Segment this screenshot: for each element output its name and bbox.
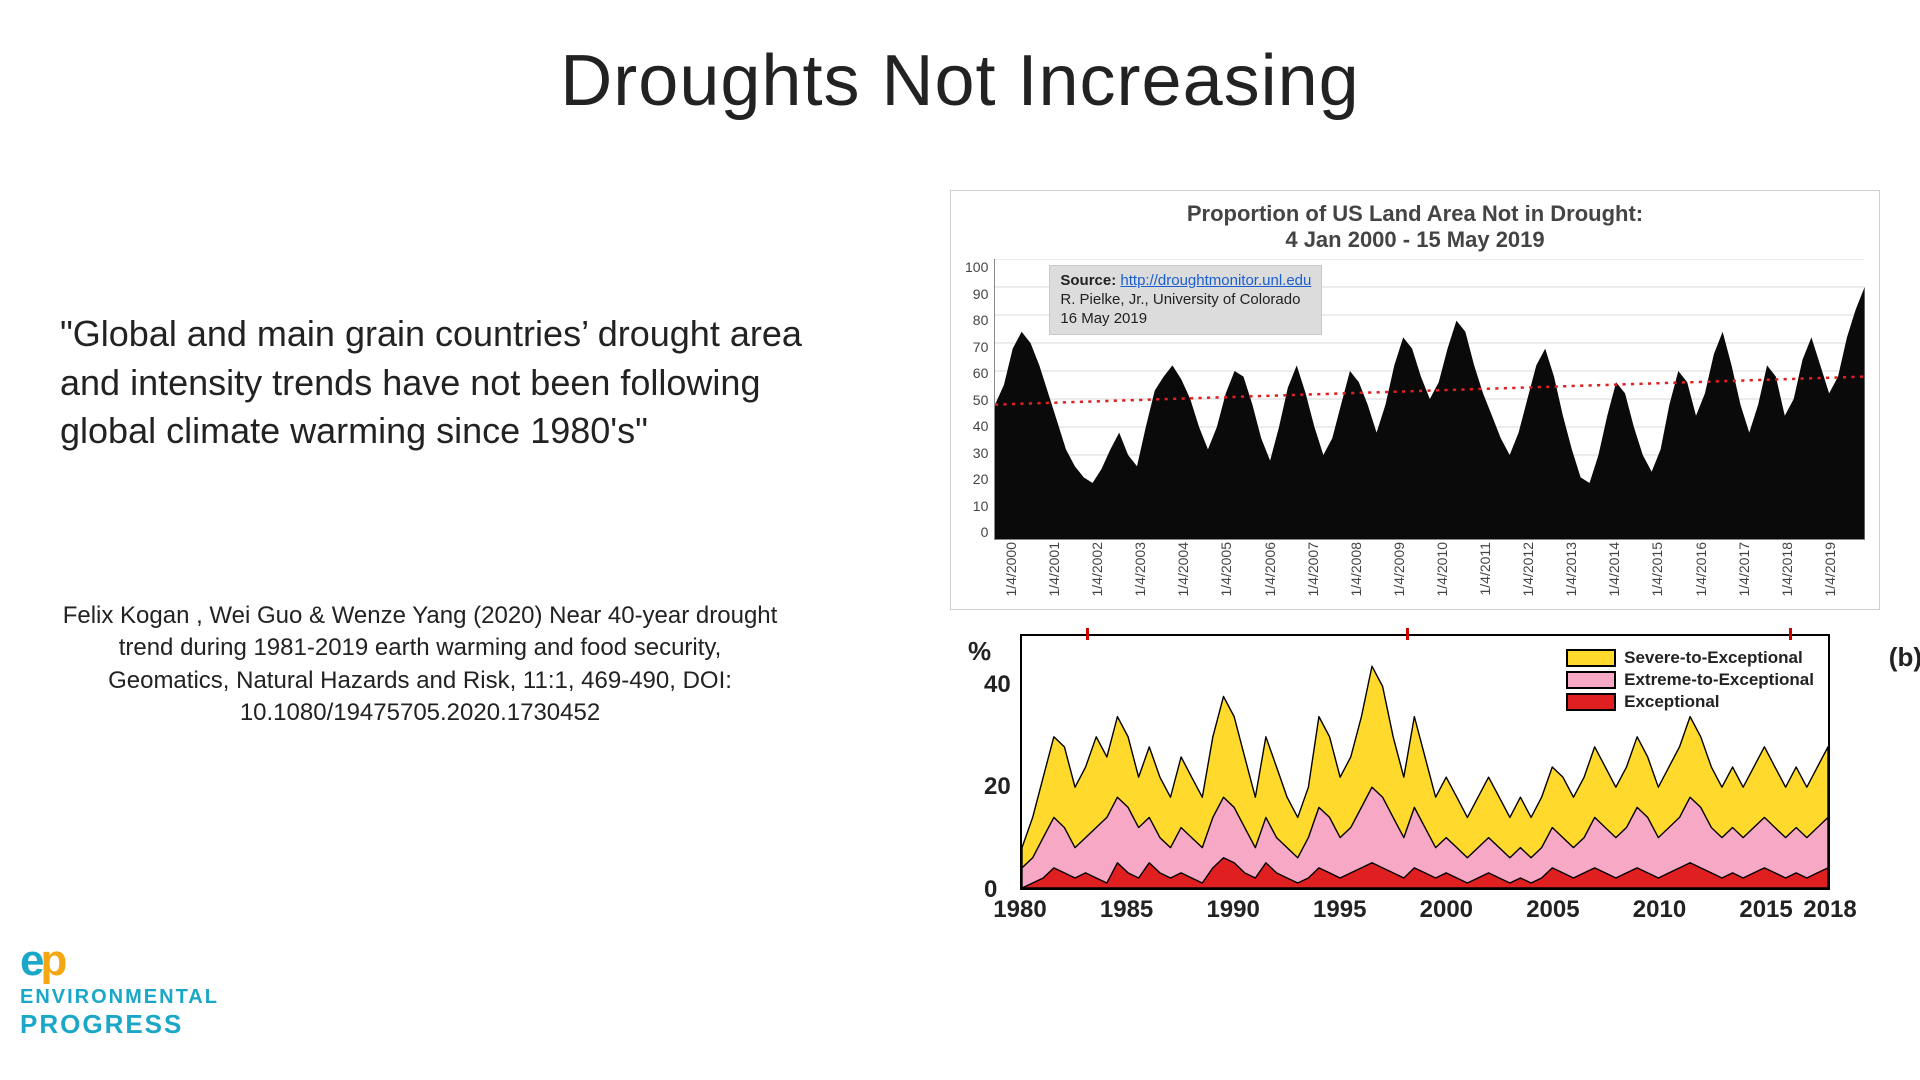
logo-line1: ENVIRONMENTAL [20, 986, 219, 1009]
chart1-ytick: 70 [965, 339, 988, 355]
chart1-ytick: 0 [965, 524, 988, 540]
legend-row: Severe-to-Exceptional [1566, 648, 1814, 668]
quote-text: "Global and main grain countries’ drough… [60, 310, 860, 456]
legend-label: Exceptional [1624, 692, 1719, 712]
source-line3: 16 May 2019 [1060, 310, 1147, 327]
chart1-xtick: 1/4/2017 [1736, 542, 1779, 601]
chart2-xtick: 2005 [1526, 896, 1579, 924]
chart2-ylabel: % [968, 636, 991, 667]
org-logo: ep ENVIRONMENTAL PROGRESS [20, 936, 219, 1040]
chart1-ytick: 80 [965, 312, 988, 328]
citation-text: Felix Kogan , Wei Guo & Wenze Yang (2020… [60, 600, 780, 730]
chart1-xtick: 1/4/2004 [1175, 542, 1218, 601]
chart1-xtick: 1/4/2018 [1779, 542, 1822, 601]
chart1-xtick: 1/4/2001 [1046, 542, 1089, 601]
chart1-ytick: 10 [965, 498, 988, 514]
chart1-ytick: 20 [965, 471, 988, 487]
chart1-ytick: 100 [965, 259, 988, 275]
chart1-xtick: 1/4/2013 [1563, 542, 1606, 601]
source-label: Source: [1060, 272, 1116, 289]
chart1-xtick: 1/4/2014 [1606, 542, 1649, 601]
source-line2: R. Pielke, Jr., University of Colorado [1060, 291, 1300, 308]
source-link[interactable]: http://droughtmonitor.unl.edu [1120, 272, 1311, 289]
chart2-xtick: 1990 [1206, 896, 1259, 924]
logo-mark: ep [20, 936, 219, 986]
chart2-xtick: 2000 [1420, 896, 1473, 924]
chart1-xtick: 1/4/2010 [1434, 542, 1477, 601]
legend-swatch [1566, 693, 1616, 711]
chart1-xaxis: 1/4/20001/4/20011/4/20021/4/20031/4/2004… [1003, 542, 1865, 601]
chart1-xtick: 1/4/2015 [1649, 542, 1692, 601]
charts-column: Proportion of US Land Area Not in Drough… [950, 190, 1880, 924]
chart2-xtick: 2018 [1803, 896, 1856, 924]
chart1-xtick: 1/4/2005 [1218, 542, 1261, 601]
chart2-xtick: 2015 [1739, 896, 1792, 924]
legend-swatch [1566, 671, 1616, 689]
chart2-ytick: 20 [984, 773, 1011, 801]
chart2-xtick: 1995 [1313, 896, 1366, 924]
chart2-xtick: 1980 [993, 896, 1046, 924]
chart2-panel-label: (b) [1889, 642, 1920, 673]
chart1-xtick: 1/4/2012 [1520, 542, 1563, 601]
legend-label: Extreme-to-Exceptional [1624, 670, 1814, 690]
chart2-xtick: 2010 [1633, 896, 1686, 924]
chart1-xtick: 1/4/2011 [1477, 542, 1520, 601]
chart-us-not-in-drought: Proportion of US Land Area Not in Drough… [950, 190, 1880, 610]
chart1-title: Proportion of US Land Area Not in Drough… [965, 201, 1865, 253]
legend-row: Exceptional [1566, 692, 1814, 712]
chart1-yaxis: 1009080706050403020100 [965, 259, 994, 540]
legend-swatch [1566, 649, 1616, 667]
chart-drought-severity-global: % (b) Severe-to-ExceptionalExtreme-to-Ex… [950, 624, 1880, 924]
chart1-ytick: 30 [965, 445, 988, 461]
chart1-xtick: 1/4/2007 [1305, 542, 1348, 601]
chart1-xtick: 1/4/2003 [1132, 542, 1175, 601]
slide-title: Droughts Not Increasing [0, 40, 1920, 122]
chart2-xtick: 1985 [1100, 896, 1153, 924]
legend-label: Severe-to-Exceptional [1624, 648, 1803, 668]
chart1-xtick: 1/4/2006 [1262, 542, 1305, 601]
chart1-xtick: 1/4/2019 [1822, 542, 1865, 601]
chart2-ytick: 40 [984, 671, 1011, 699]
chart1-xtick: 1/4/2000 [1003, 542, 1046, 601]
chart1-ytick: 40 [965, 418, 988, 434]
chart1-ytick: 90 [965, 286, 988, 302]
chart1-xtick: 1/4/2002 [1089, 542, 1132, 601]
chart2-legend: Severe-to-ExceptionalExtreme-to-Exceptio… [1560, 642, 1820, 718]
logo-line2: PROGRESS [20, 1009, 219, 1040]
chart1-xtick: 1/4/2016 [1693, 542, 1736, 601]
chart1-xtick: 1/4/2009 [1391, 542, 1434, 601]
chart1-source-box: Source: http://droughtmonitor.unl.edu R.… [1049, 265, 1322, 335]
chart1-plot: Source: http://droughtmonitor.unl.edu R.… [994, 259, 1865, 540]
chart1-ytick: 50 [965, 392, 988, 408]
chart1-ytick: 60 [965, 365, 988, 381]
chart1-xtick: 1/4/2008 [1348, 542, 1391, 601]
legend-row: Extreme-to-Exceptional [1566, 670, 1814, 690]
chart2-plot: Severe-to-ExceptionalExtreme-to-Exceptio… [1020, 634, 1830, 890]
